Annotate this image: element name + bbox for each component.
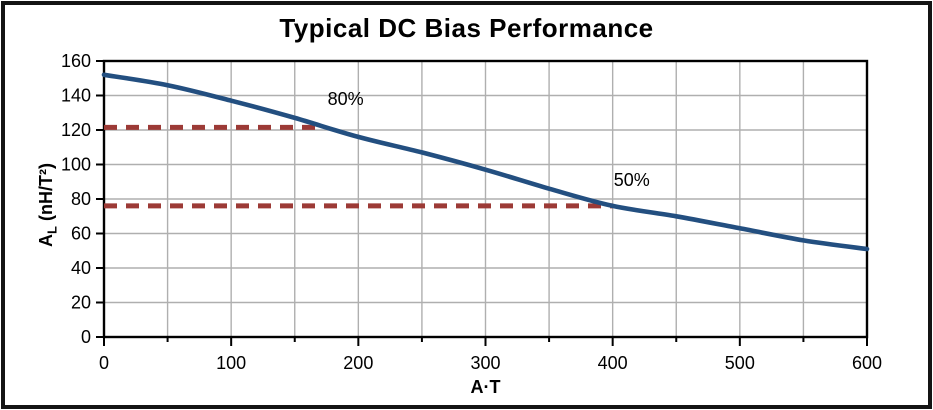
chart-title: Typical DC Bias Performance: [279, 13, 654, 43]
annotation-50%: 50%: [614, 170, 650, 190]
y-tick-label: 120: [61, 120, 91, 140]
x-tick-label: 200: [343, 353, 373, 373]
y-tick-label: 20: [71, 293, 91, 313]
y-tick-label: 40: [71, 258, 91, 278]
y-tick-label: 160: [61, 51, 91, 71]
y-tick-label: 0: [81, 327, 91, 347]
x-tick-label: 100: [216, 353, 246, 373]
x-axis-label: A·T: [470, 377, 501, 397]
x-tick-label: 600: [852, 353, 882, 373]
y-tick-label: 140: [61, 86, 91, 106]
y-tick-label: 60: [71, 224, 91, 244]
x-tick-label: 300: [470, 353, 500, 373]
annotation-80%: 80%: [328, 89, 364, 109]
y-tick-label: 100: [61, 155, 91, 175]
x-tick-label: 400: [598, 353, 628, 373]
x-tick-label: 0: [99, 353, 109, 373]
series-curve: [101, 72, 870, 252]
x-tick-label: 500: [725, 353, 755, 373]
y-tick-label: 80: [71, 189, 91, 209]
